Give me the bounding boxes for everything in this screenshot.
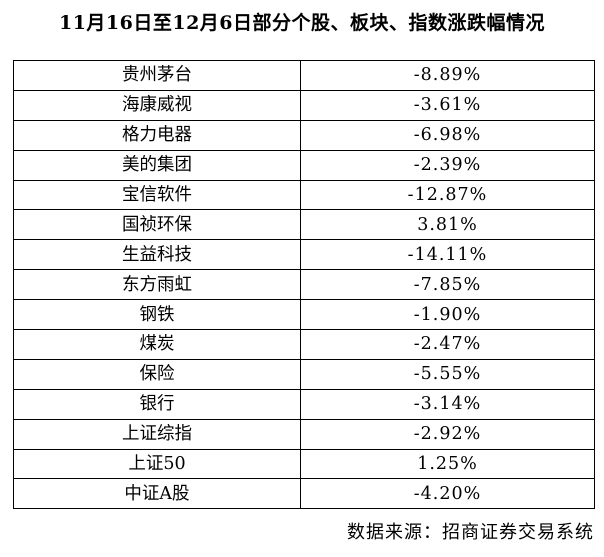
row-value-cell: 3.81%	[300, 209, 595, 241]
table-row: 贵州茅台 -8.89%	[13, 60, 595, 91]
row-name-cell: 海康威视	[13, 89, 301, 121]
row-value-cell: -8.89%	[300, 60, 595, 91]
row-value-cell: -2.92%	[300, 418, 595, 450]
row-name-cell: 贵州茅台	[13, 60, 301, 91]
row-name-cell: 上证50	[13, 448, 301, 480]
table-row: 中证A股 -4.20%	[13, 478, 595, 510]
chart-title: 11月16日至12月6日部分个股、板块、指数涨跌幅情况	[58, 12, 546, 34]
row-value-cell: -7.85%	[300, 269, 595, 301]
row-name-cell: 美的集团	[13, 149, 301, 181]
table-row: 生益科技 -14.11%	[13, 239, 595, 271]
row-value-cell: -5.55%	[300, 358, 595, 390]
row-name-cell: 保险	[13, 358, 301, 390]
row-name-cell: 宝信软件	[13, 179, 301, 211]
row-value-cell: -4.20%	[300, 478, 595, 510]
row-value-cell: -1.90%	[300, 299, 595, 331]
table-row: 宝信软件 -12.87%	[13, 179, 595, 211]
table-row: 上证50 1.25%	[13, 448, 595, 480]
row-name-cell: 银行	[13, 388, 301, 420]
table-row: 东方雨虹 -7.85%	[13, 269, 595, 301]
data-table: 贵州茅台 -8.89% 海康威视 -3.61% 格力电器 -6.98% 美的集团 -2.39%…	[13, 60, 595, 510]
row-value-cell: -2.47%	[300, 329, 595, 360]
row-name-cell: 东方雨虹	[13, 269, 301, 301]
table-body: 贵州茅台 -8.89% 海康威视 -3.61% 格力电器 -6.98% 美的集团 -2.39%…	[13, 60, 595, 510]
row-value-cell: -14.11%	[300, 239, 595, 271]
row-value-cell: -3.61%	[300, 89, 595, 121]
table-row: 煤炭 -2.47%	[13, 329, 595, 360]
row-name-cell: 钢铁	[13, 299, 301, 331]
row-name-cell: 煤炭	[13, 329, 301, 360]
table-row: 保险 -5.55%	[13, 358, 595, 390]
row-name-cell: 生益科技	[13, 239, 301, 271]
row-value-cell: -2.39%	[300, 149, 595, 181]
source-note: 数据来源：招商证券交易系统	[347, 522, 594, 543]
row-name-cell: 上证综指	[13, 418, 301, 450]
table-row: 格力电器 -6.98%	[13, 119, 595, 151]
row-value-cell: -12.87%	[300, 179, 595, 211]
table-row: 海康威视 -3.61%	[13, 89, 595, 121]
table-row: 银行 -3.14%	[13, 388, 595, 420]
table-row: 上证综指 -2.92%	[13, 418, 595, 450]
row-value-cell: 1.25%	[300, 448, 595, 480]
table-row: 美的集团 -2.39%	[13, 149, 595, 181]
data-table-container: 贵州茅台 -8.89% 海康威视 -3.61% 格力电器 -6.98% 美的集团 -2.39%…	[13, 60, 595, 510]
table-row: 钢铁 -1.90%	[13, 299, 595, 331]
row-name-cell: 格力电器	[13, 119, 301, 151]
row-value-cell: -3.14%	[300, 388, 595, 420]
row-name-cell: 中证A股	[13, 478, 301, 510]
row-name-cell: 国祯环保	[13, 209, 301, 241]
table-row: 国祯环保 3.81%	[13, 209, 595, 241]
row-value-cell: -6.98%	[300, 119, 595, 151]
